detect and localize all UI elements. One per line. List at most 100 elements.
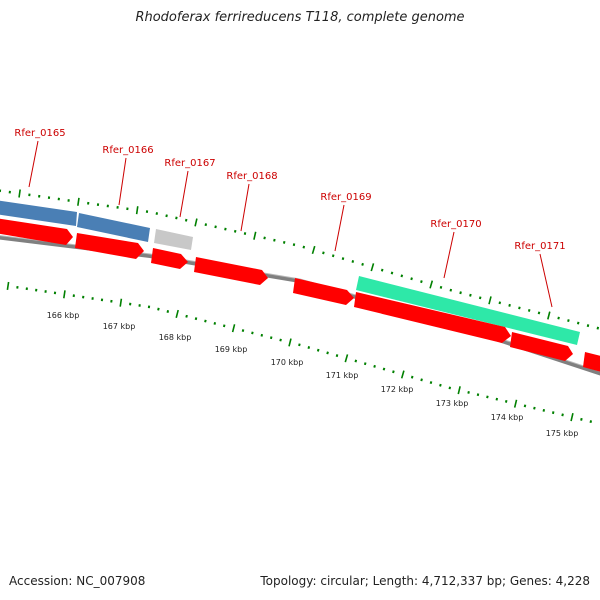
minor-tick [185,314,188,318]
minor-tick [448,386,452,390]
genome-backbone-highlight [0,235,600,372]
minor-tick [439,383,442,387]
minor-tick [165,214,168,218]
gene-label-rfer-0168: Rfer_0168 [226,171,277,182]
gene-rfer-0170[interactable] [356,276,580,345]
major-tick [429,280,434,289]
minor-tick [392,370,395,374]
minor-tick [459,291,462,295]
minor-tick [269,336,273,340]
minor-tick [241,329,245,333]
gene-rfer-0165[interactable] [0,200,77,226]
kbp-label: 174 kbp [491,413,524,422]
kbp-label: 172 kbp [381,385,414,394]
major-tick [194,218,198,227]
minor-tick [243,232,247,235]
genome-summary: Topology: circular; Length: 4,712,337 bp… [260,574,590,588]
minor-tick [263,236,266,240]
minor-tick [486,395,489,399]
minor-tick [586,324,590,328]
minor-tick [302,245,306,249]
minor-tick [508,303,511,307]
gene-rfer-0167[interactable] [154,229,193,250]
cds-2[interactable] [75,233,144,259]
tick-row-bottom [6,281,593,424]
minor-tick [373,364,376,368]
gene-rfer-0166[interactable] [77,213,150,242]
cds-5[interactable] [293,278,354,305]
minor-tick [222,324,226,328]
gene-label-rfer-0166: Rfer_0166 [102,145,153,156]
minor-tick [537,311,541,315]
minor-tick [251,331,254,335]
minor-tick [576,321,580,325]
minor-tick [292,243,296,247]
kbp-label: 170 kbp [271,358,304,367]
minor-tick [439,285,443,289]
minor-tick [523,404,527,408]
minor-tick [273,238,276,242]
minor-tick [589,420,593,424]
minor-tick [561,413,564,417]
cds-4[interactable] [194,257,268,285]
gene-leader-line [240,183,250,232]
major-tick [400,370,405,379]
minor-tick [380,268,384,272]
major-tick [457,386,461,395]
cds-8[interactable] [583,352,600,373]
minor-tick [469,293,472,297]
minor-tick [282,240,286,244]
minor-tick [498,301,502,305]
cds-7[interactable] [510,332,573,361]
minor-tick [166,310,170,313]
major-tick [513,399,518,408]
minor-tick [551,411,555,415]
gene-leader-line [118,157,127,206]
minor-tick [326,351,329,355]
minor-tick [580,417,583,421]
minor-tick [420,280,423,284]
gene-label-rfer-0167: Rfer_0167 [164,158,215,169]
major-tick [119,298,123,307]
minor-tick [184,218,188,222]
minor-tick [400,274,404,278]
kbp-label-layer: 166 kbp 167 kbp 168 kbp 169 kbp 170 kbp 171 k… [47,311,579,438]
gene-leader-line [443,231,455,279]
minor-tick [361,262,364,266]
minor-tick [224,227,227,231]
minor-tick [194,317,198,321]
major-tick [288,338,292,347]
cds-1[interactable] [0,218,73,245]
minor-tick [233,229,237,233]
minor-tick [478,296,482,300]
kbp-label: 169 kbp [215,345,248,354]
minor-tick [533,406,536,410]
major-tick [63,290,66,299]
minor-tick [316,348,320,352]
gene-label-rfer-0169: Rfer_0169 [320,192,371,203]
minor-tick [390,271,394,275]
minor-tick [307,346,311,349]
minor-tick [213,321,217,325]
minor-tick [449,288,453,292]
major-tick [311,245,316,255]
major-tick [175,309,179,318]
major-tick [18,189,21,198]
kbp-label: 167 kbp [103,322,136,331]
kbp-label: 173 kbp [436,399,469,408]
minor-tick [298,343,301,347]
major-tick [488,296,492,305]
minor-tick [557,316,560,320]
minor-tick [341,257,345,261]
minor-tick [476,393,480,397]
minor-tick [429,381,433,385]
tick-row-top [0,189,600,330]
minor-tick [567,319,570,323]
kbp-label: 171 kbp [326,371,359,380]
minor-tick [354,359,358,363]
cds-6[interactable] [354,292,511,343]
cds-3[interactable] [151,248,188,269]
minor-tick [518,306,521,310]
major-tick [135,206,139,215]
gene-label-rfer-0170: Rfer_0170 [430,219,481,230]
